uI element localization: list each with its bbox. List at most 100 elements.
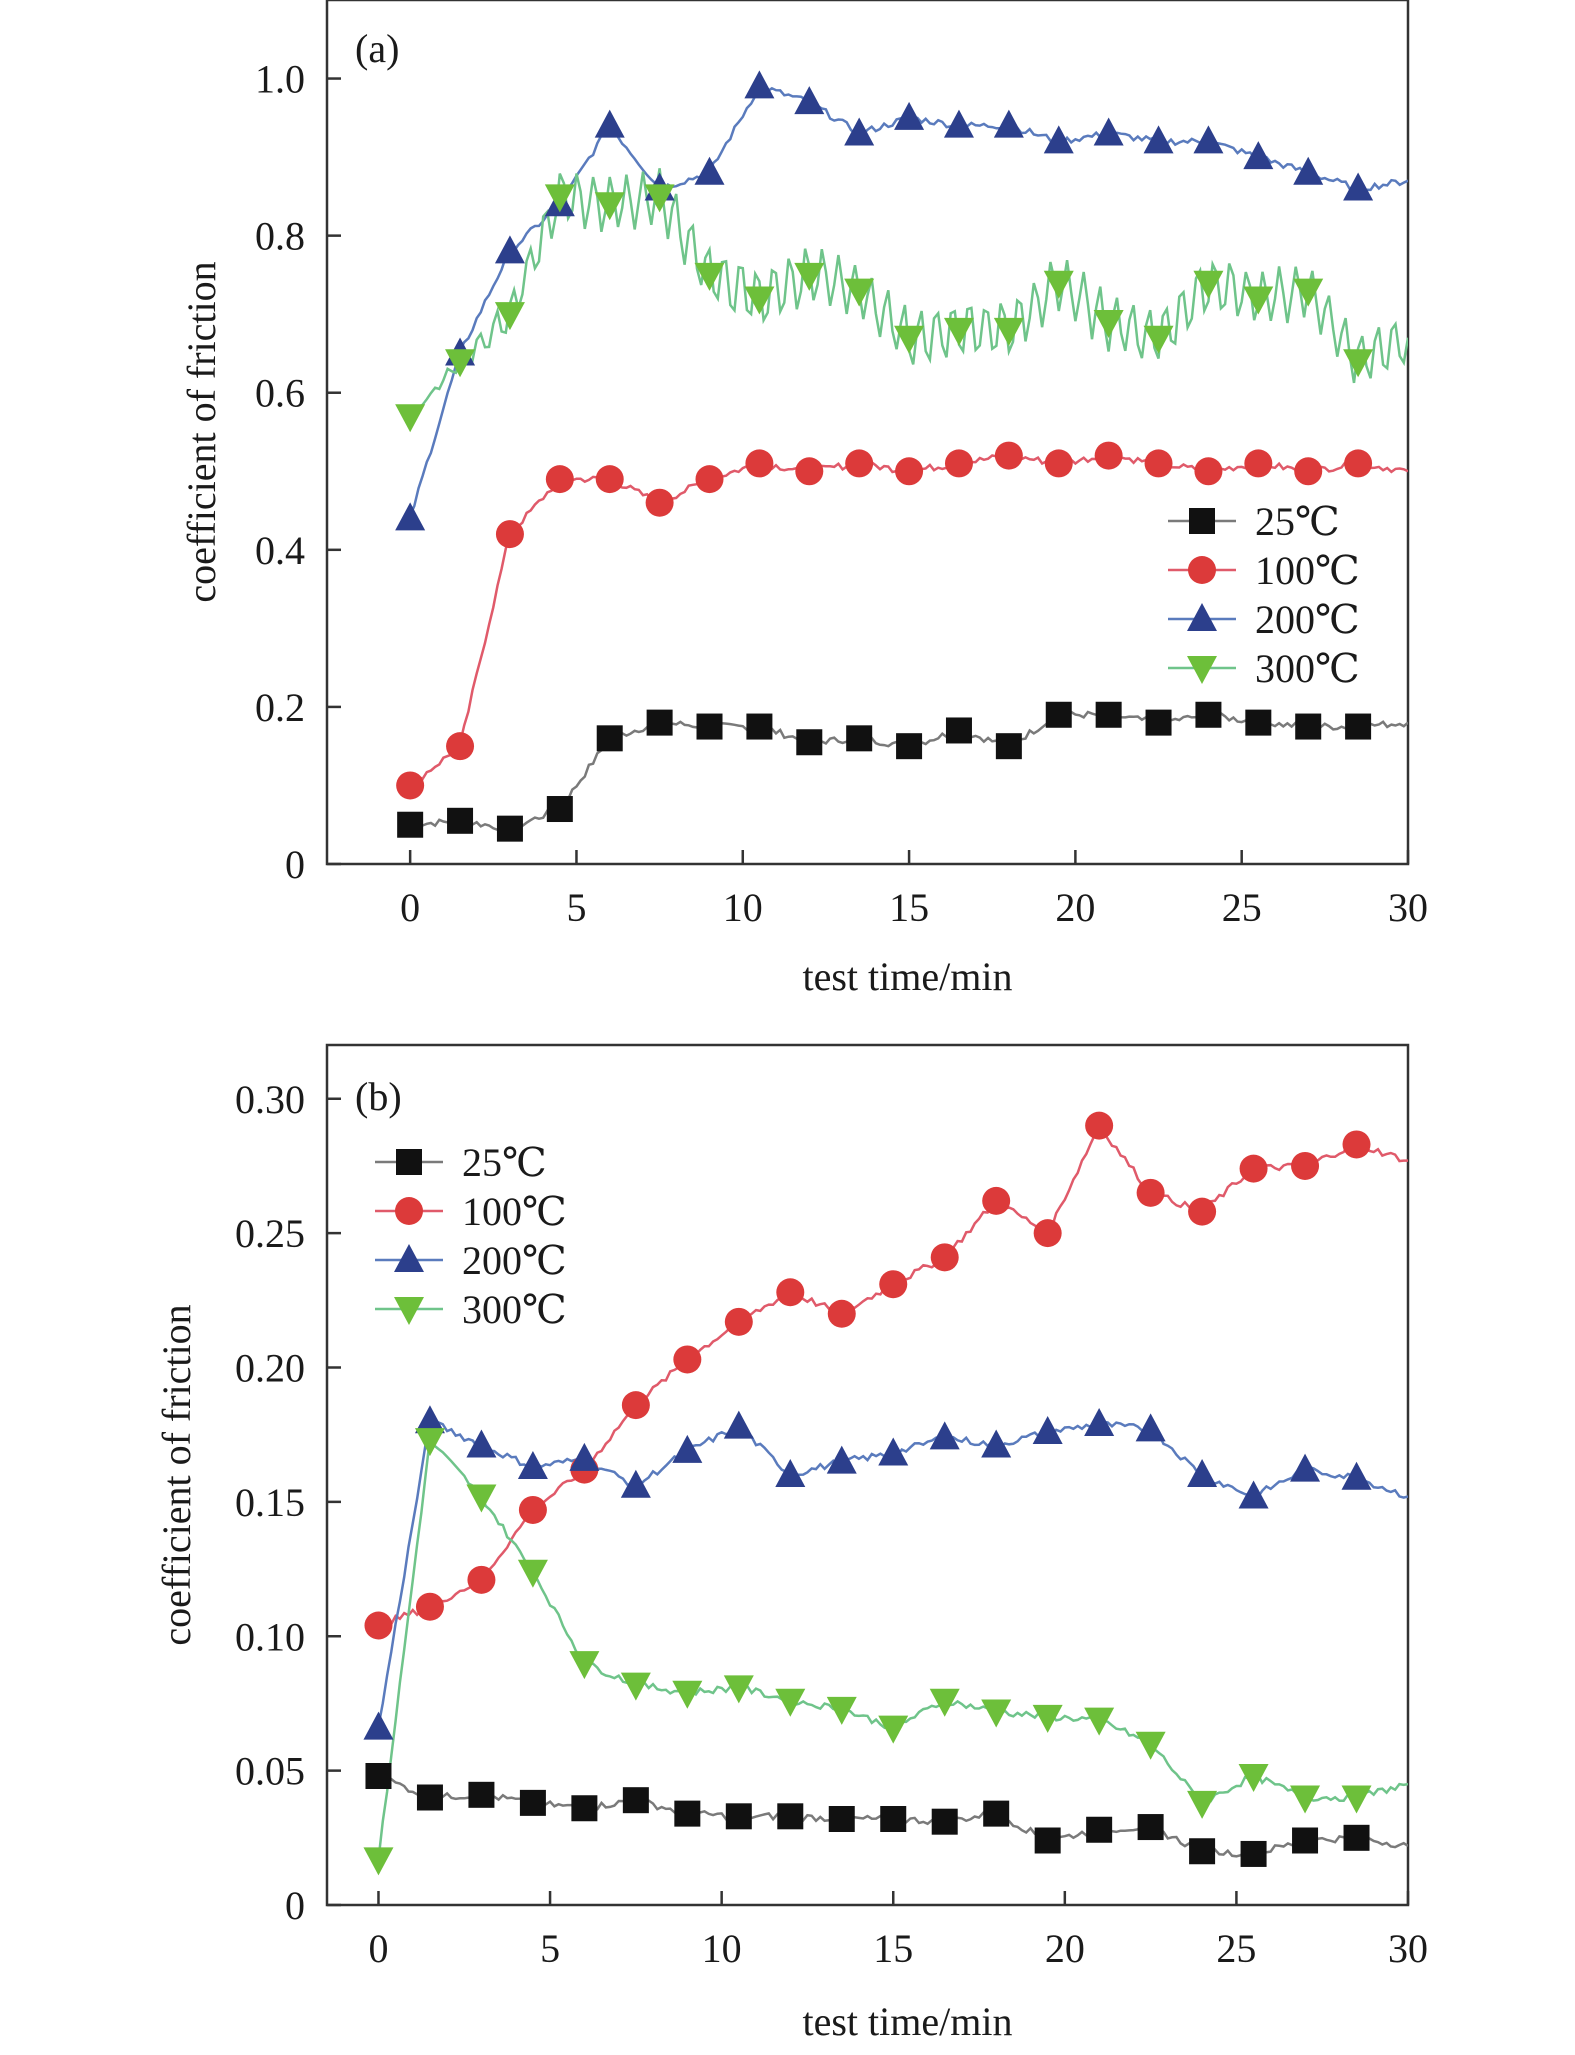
data-point — [1294, 457, 1323, 486]
data-point — [1243, 141, 1274, 170]
legend-label: 100℃ — [462, 1189, 567, 1234]
y-tick-label: 0.4 — [255, 528, 305, 573]
data-point — [447, 807, 474, 834]
data-point — [1345, 713, 1372, 740]
data-point — [1341, 1785, 1372, 1814]
data-point — [519, 1789, 546, 1816]
data-point — [571, 1795, 598, 1822]
data-point — [517, 1450, 548, 1479]
data-point — [569, 1442, 600, 1471]
x-tick-label: 0 — [400, 885, 420, 930]
data-point — [1240, 1840, 1267, 1867]
data-point — [1343, 1824, 1370, 1851]
data-point — [993, 317, 1024, 346]
data-point — [931, 1808, 958, 1835]
data-point — [1189, 1838, 1216, 1865]
data-point — [1084, 1407, 1115, 1436]
legend-marker — [1189, 508, 1215, 534]
data-point — [594, 192, 625, 221]
data-point — [744, 286, 775, 315]
y-tick-label: 0.6 — [255, 371, 305, 416]
data-point — [1094, 441, 1123, 470]
data-point — [622, 1787, 649, 1814]
data-point — [777, 1803, 804, 1830]
data-point — [1032, 1704, 1063, 1733]
data-point — [827, 1299, 856, 1328]
data-point — [395, 404, 426, 433]
data-point — [621, 1391, 650, 1420]
data-point — [880, 1806, 907, 1832]
y-tick-label: 0.8 — [255, 214, 305, 259]
data-point — [468, 1781, 495, 1808]
data-point — [1193, 270, 1224, 299]
data-point — [1135, 1731, 1166, 1760]
data-point — [879, 1270, 908, 1299]
data-point — [981, 1429, 1012, 1458]
data-point — [363, 1847, 394, 1876]
y-tick-label: 0.30 — [235, 1077, 305, 1122]
x-tick-label: 30 — [1388, 885, 1428, 930]
data-point — [981, 1699, 1012, 1728]
y-tick-label: 0 — [285, 1883, 305, 1928]
x-tick-label: 0 — [368, 1926, 388, 1971]
data-point — [518, 1495, 547, 1524]
x-tick-label: 15 — [889, 885, 929, 930]
y-tick-label: 0.2 — [255, 685, 305, 730]
data-point — [545, 465, 574, 494]
y-tick-label: 0.15 — [235, 1480, 305, 1525]
data-point — [1193, 125, 1224, 154]
plot-frame — [325, 0, 1410, 866]
y-tick-label: 1.0 — [255, 57, 305, 102]
data-point — [995, 733, 1022, 760]
data-point — [496, 815, 523, 842]
data-point — [1293, 278, 1324, 307]
data-point — [1093, 117, 1124, 146]
data-point — [517, 1559, 548, 1588]
data-point — [1194, 457, 1223, 486]
data-point — [944, 449, 973, 478]
data-point — [828, 1806, 855, 1832]
data-point — [994, 441, 1023, 470]
data-point — [494, 235, 525, 264]
data-point — [878, 1715, 909, 1744]
data-point — [1295, 713, 1322, 740]
data-point — [826, 1696, 857, 1725]
data-point — [746, 713, 773, 740]
data-point — [544, 184, 575, 213]
legend-marker — [1188, 556, 1216, 584]
data-point — [414, 1405, 445, 1434]
data-point — [1033, 1219, 1062, 1248]
data-point — [1290, 1453, 1321, 1482]
data-point — [1044, 449, 1073, 478]
data-point — [894, 101, 925, 130]
data-point — [596, 725, 623, 752]
y-tick-label: 0.20 — [235, 1346, 305, 1391]
data-point — [695, 465, 724, 494]
panel-label: (a) — [355, 26, 399, 71]
data-point — [673, 1345, 702, 1374]
data-point — [1343, 172, 1374, 201]
data-point — [694, 156, 725, 185]
chart-panel-b: 0 5 10 15 20 25 30 0 0.05 0.10 0.15 0.20 0.25 0.30 tes… — [154, 1043, 1428, 2044]
data-point — [776, 1278, 805, 1307]
data-point — [466, 1484, 497, 1513]
data-point — [1243, 286, 1274, 315]
data-point — [775, 1459, 806, 1487]
legend-label: 25℃ — [462, 1140, 547, 1185]
data-point — [1034, 1827, 1061, 1854]
data-point — [546, 796, 573, 823]
data-point — [595, 465, 624, 494]
legend-marker — [395, 1197, 423, 1225]
legend-label: 200℃ — [462, 1238, 567, 1283]
data-point — [775, 1688, 806, 1717]
data-point — [1143, 125, 1174, 154]
legend-label: 200℃ — [1255, 597, 1360, 642]
data-point — [723, 1410, 754, 1439]
panel-label: (b) — [355, 1074, 402, 1119]
plot-frame — [325, 1043, 1410, 1907]
data-point — [1187, 1459, 1218, 1487]
data-point — [594, 109, 625, 138]
legend-label: 100℃ — [1255, 548, 1360, 593]
x-tick-label: 15 — [873, 1926, 913, 1971]
data-point — [494, 302, 525, 331]
